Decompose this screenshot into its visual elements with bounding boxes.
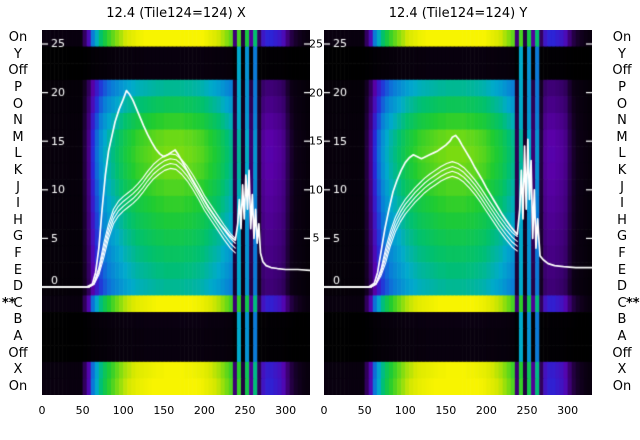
x-tick-label-150: 150 [435,404,457,417]
x-tick-label-0: 0 [320,404,328,417]
row-label-left-e-14: E [13,262,23,278]
y-tick-label-outer-15: 15 [309,134,323,148]
heatmap-panel-x [42,30,310,395]
row-label-right-on-21: On [612,378,632,394]
x-tick-label-0: 0 [38,404,46,417]
x-tick-label-250: 250 [234,404,256,417]
row-label-right-o-4: O [616,96,628,112]
row-label-right-off-19: Off [612,345,632,361]
starred-channel-marker-left: ** [2,295,16,311]
row-label-left-on-21: On [8,378,28,394]
x-tick-label-100: 100 [112,404,134,417]
row-label-right-p-3: P [618,80,626,96]
x-tick-label-50: 50 [357,404,372,417]
x-tick-label-250: 250 [516,404,538,417]
row-label-right-m-6: M [616,129,628,145]
x-tick-label-300: 300 [557,404,579,417]
row-label-right-x-20: X [617,362,627,378]
heatmap-panel-y [324,30,592,395]
row-label-right-k-8: K [617,163,627,179]
x-tick-label-200: 200 [193,404,215,417]
x-tick-label-100: 100 [394,404,416,417]
row-label-right-g-12: G [616,229,628,245]
row-label-left-g-12: G [12,229,24,245]
row-label-right-y-1: Y [618,46,626,62]
x-tick-label-300: 300 [275,404,297,417]
y-tick-label-outer-10: 10 [309,183,323,197]
row-label-left-off-2: Off [8,63,28,79]
row-label-left-b-17: B [13,312,23,328]
row-label-left-m-6: M [12,129,24,145]
row-label-left-off-19: Off [8,345,28,361]
x-tick-label-150: 150 [153,404,175,417]
starred-channel-marker-right: ** [626,295,640,311]
left-panel-title: 12.4 (Tile124=124) X [106,6,246,21]
row-label-left-n-5: N [13,113,23,129]
row-label-left-x-20: X [13,362,23,378]
y-tick-label-outer-20: 20 [309,86,323,100]
x-tick-label-200: 200 [475,404,497,417]
row-label-right-a-18: A [617,328,627,344]
row-label-left-y-1: Y [14,46,22,62]
row-label-left-c-16: C [13,295,23,311]
row-label-left-j-9: J [16,179,20,195]
row-label-left-i-10: I [16,196,20,212]
row-label-right-j-9: J [620,179,624,195]
right-panel-title: 12.4 (Tile124=124) Y [388,6,528,21]
row-label-left-d-15: D [12,279,23,295]
row-label-left-on-0: On [8,30,28,46]
row-label-right-e-14: E [617,262,627,278]
row-label-right-n-5: N [617,113,627,129]
row-label-right-c-16: C [617,295,627,311]
y-tick-label-outer-25: 25 [309,37,323,51]
row-label-left-p-3: P [14,80,22,96]
row-label-right-i-10: I [620,196,624,212]
row-label-right-off-2: Off [612,63,632,79]
row-label-right-h-11: H [617,212,627,228]
row-label-left-k-8: K [13,163,23,179]
row-label-right-b-17: B [617,312,627,328]
row-label-right-f-13: F [618,245,626,261]
row-label-right-d-15: D [616,279,627,295]
row-label-left-o-4: O [12,96,24,112]
row-label-left-l-7: L [14,146,22,162]
row-label-left-a-18: A [13,328,23,344]
row-label-left-h-11: H [13,212,23,228]
y-tick-label-outer-5: 5 [312,231,320,245]
row-label-left-f-13: F [14,245,22,261]
x-tick-label-50: 50 [75,404,90,417]
row-label-right-on-0: On [612,30,632,46]
row-label-right-l-7: L [618,146,626,162]
